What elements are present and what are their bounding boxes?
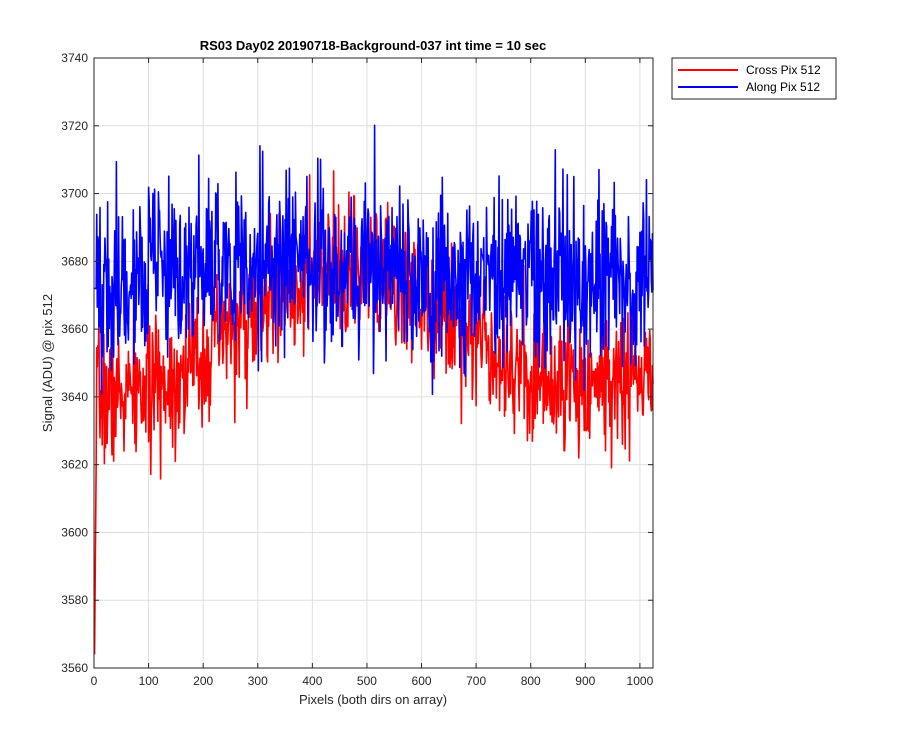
y-tick-label: 3560	[61, 661, 88, 675]
x-tick-label: 800	[521, 674, 541, 688]
legend: Cross Pix 512 Along Pix 512	[671, 57, 837, 100]
y-tick-label: 3680	[61, 254, 88, 268]
y-tick-label: 3740	[61, 51, 88, 65]
y-axis-title: Signal (ADU) @ pix 512	[40, 294, 55, 432]
axis-ticks: 0 100 200 300 400 500 600 700 800 900 1000 3560 3580…	[61, 51, 653, 688]
plot-frame	[93, 57, 654, 669]
legend-label-cross: Cross Pix 512	[746, 63, 821, 77]
x-tick-label: 500	[357, 674, 377, 688]
x-tick-label: 0	[91, 674, 98, 688]
y-tick-label: 3580	[61, 593, 88, 607]
x-tick-label: 100	[139, 674, 159, 688]
y-tick-label: 3720	[61, 119, 88, 133]
x-tick-label: 700	[466, 674, 486, 688]
x-tick-label: 600	[412, 674, 432, 688]
x-tick-label: 900	[575, 674, 595, 688]
x-axis-title: Pixels (both dirs on array)	[299, 692, 447, 707]
x-tick-label: 1000	[627, 674, 654, 688]
legend-label-along: Along Pix 512	[746, 80, 820, 94]
x-tick-label: 300	[248, 674, 268, 688]
legend-box	[671, 57, 837, 100]
y-tick-label: 3600	[61, 525, 88, 539]
series-lines	[93, 124, 654, 655]
series-line-along-pix	[94, 124, 654, 396]
y-tick-label: 3620	[61, 458, 88, 472]
y-tick-label: 3700	[61, 187, 88, 201]
y-tick-label: 3640	[61, 390, 88, 404]
x-tick-label: 400	[302, 674, 322, 688]
x-tick-label: 200	[193, 674, 213, 688]
y-tick-label: 3660	[61, 322, 88, 336]
chart-title: RS03 Day02 20190718-Background-037 int t…	[200, 38, 547, 53]
